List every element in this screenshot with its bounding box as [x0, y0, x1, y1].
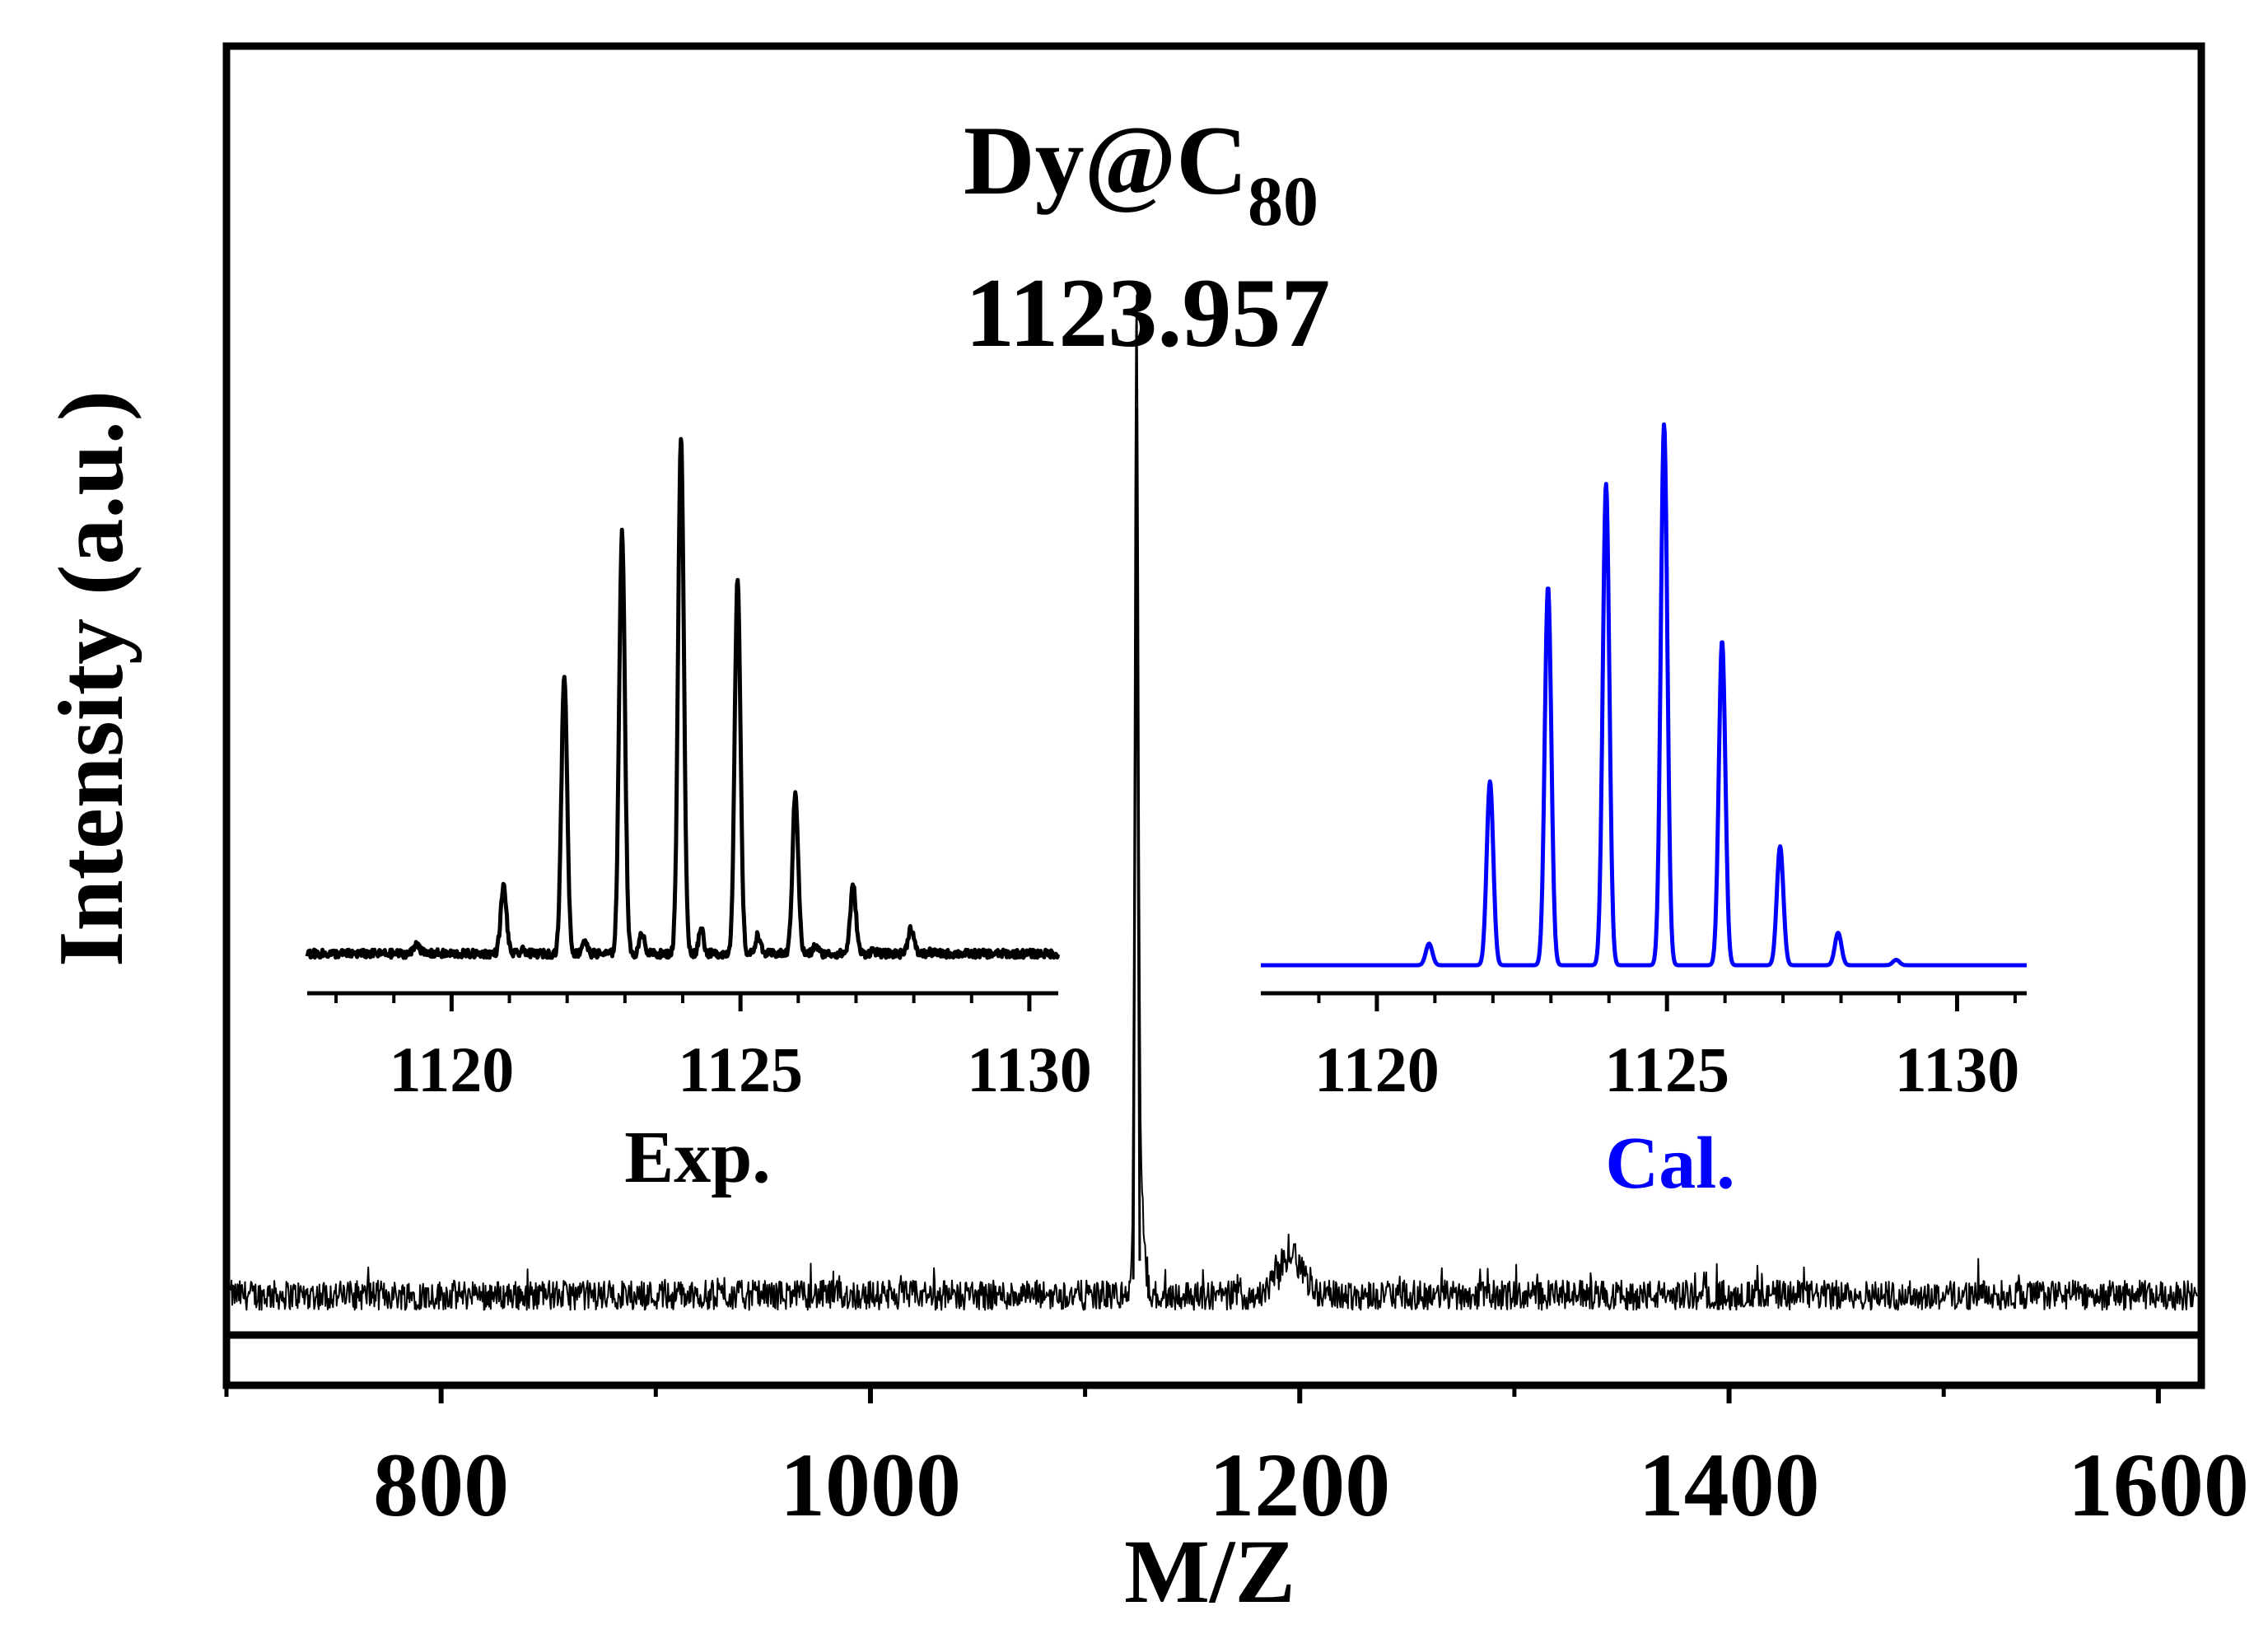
calculated-x-tick-labels: 1120 1125 1130	[1314, 1034, 2019, 1105]
calculated-inset: 1120 1125 1130 Cal.	[1259, 422, 2028, 1204]
x-axis-label: M/Z	[1124, 1521, 1295, 1622]
inset-tick-label: 1125	[678, 1034, 803, 1105]
formula-main: Dy@C	[964, 105, 1248, 215]
main-spectrum-line	[230, 294, 2198, 1311]
calculated-spectrum-line	[1259, 422, 2028, 968]
experimental-x-ticks	[334, 993, 1032, 1011]
calculated-x-ticks	[1317, 993, 2017, 1011]
inset-tick-label: 1125	[1604, 1034, 1729, 1105]
main-x-ticks	[224, 1389, 2161, 1403]
main-peak-spike	[1132, 407, 1141, 1280]
main-plot-frame	[222, 42, 2205, 1389]
main-tick-label: 1200	[1209, 1435, 1390, 1535]
inset-tick-label: 1130	[967, 1034, 1092, 1105]
inset-tick-label: 1120	[1314, 1034, 1440, 1105]
formula-subscript: 80	[1248, 161, 1318, 240]
main-x-tick-labels: 800 1000 1200 1400 1600	[373, 1435, 2249, 1535]
main-tick-label: 1600	[2068, 1435, 2249, 1535]
experimental-spectrum-line	[305, 437, 1061, 960]
experimental-inset: 1120 1125 1130 Exp.	[305, 437, 1092, 1198]
experimental-label: Exp.	[624, 1117, 771, 1198]
calculated-label: Cal.	[1605, 1123, 1735, 1204]
main-tick-label: 1000	[780, 1435, 961, 1535]
inset-tick-label: 1130	[1895, 1034, 2020, 1105]
experimental-x-tick-labels: 1120 1125 1130	[390, 1034, 1092, 1105]
y-axis-label: Intensity (a.u.)	[40, 390, 142, 967]
main-tick-label: 800	[373, 1435, 509, 1535]
main-tick-label: 1400	[1639, 1435, 1820, 1535]
inset-tick-label: 1120	[390, 1034, 515, 1105]
compound-formula: Dy@C80	[964, 105, 1318, 240]
peak-mass-value: 1123.957	[965, 258, 1330, 367]
